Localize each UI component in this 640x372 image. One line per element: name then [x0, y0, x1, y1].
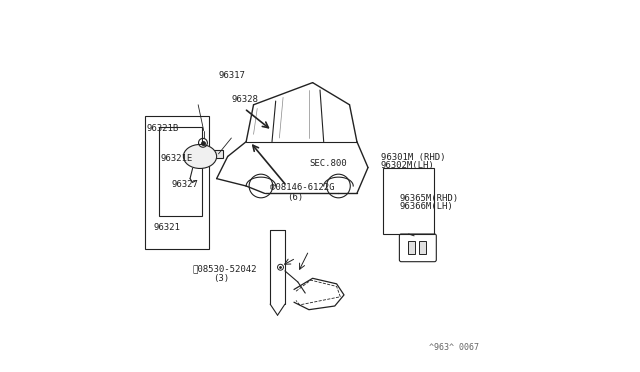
Text: 96317: 96317: [218, 71, 245, 80]
Text: SEC.800: SEC.800: [309, 159, 346, 168]
Text: 96366M(LH): 96366M(LH): [399, 202, 453, 211]
Bar: [213, 150, 223, 158]
Bar: [145, 116, 209, 249]
Text: ^963^ 0067: ^963^ 0067: [429, 343, 479, 352]
Text: (6): (6): [287, 193, 303, 202]
Text: 96321B: 96321B: [147, 124, 179, 133]
Bar: [383, 167, 435, 234]
Text: Ⓜ08530-52042: Ⓜ08530-52042: [193, 264, 257, 274]
Text: 96327: 96327: [172, 180, 198, 189]
Bar: [419, 241, 426, 254]
Text: 96302M(LH): 96302M(LH): [381, 161, 435, 170]
Text: 96365M(RHD): 96365M(RHD): [399, 194, 458, 203]
Text: 96328: 96328: [232, 95, 259, 104]
Text: 96301M (RHD): 96301M (RHD): [381, 153, 445, 162]
Bar: [159, 127, 202, 215]
Text: 96321E: 96321E: [161, 154, 193, 163]
Text: ®08146-6122G: ®08146-6122G: [270, 183, 335, 192]
Text: (3): (3): [213, 273, 229, 282]
Ellipse shape: [184, 144, 216, 169]
Text: 96321: 96321: [153, 223, 180, 232]
Bar: [408, 241, 415, 254]
